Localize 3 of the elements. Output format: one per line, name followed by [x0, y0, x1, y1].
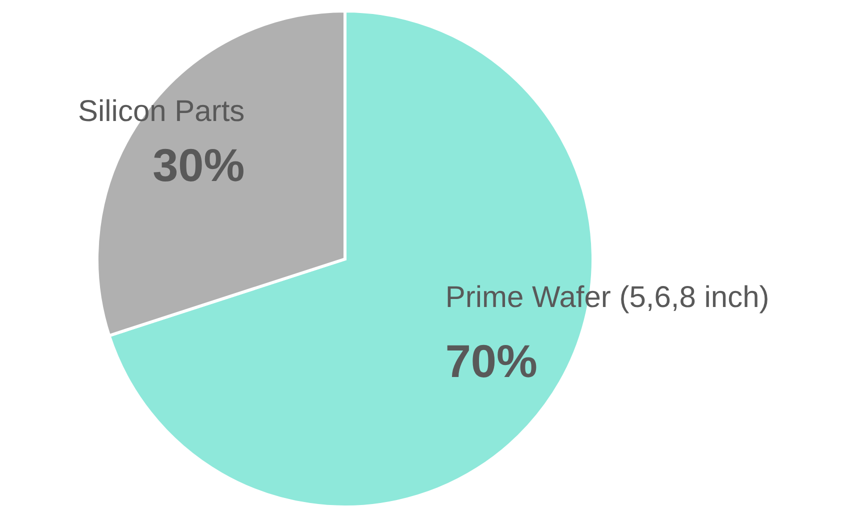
data-label: 30% — [152, 139, 245, 192]
data-label: 70% — [445, 334, 538, 387]
slice-label: Silicon Parts — [78, 95, 245, 128]
